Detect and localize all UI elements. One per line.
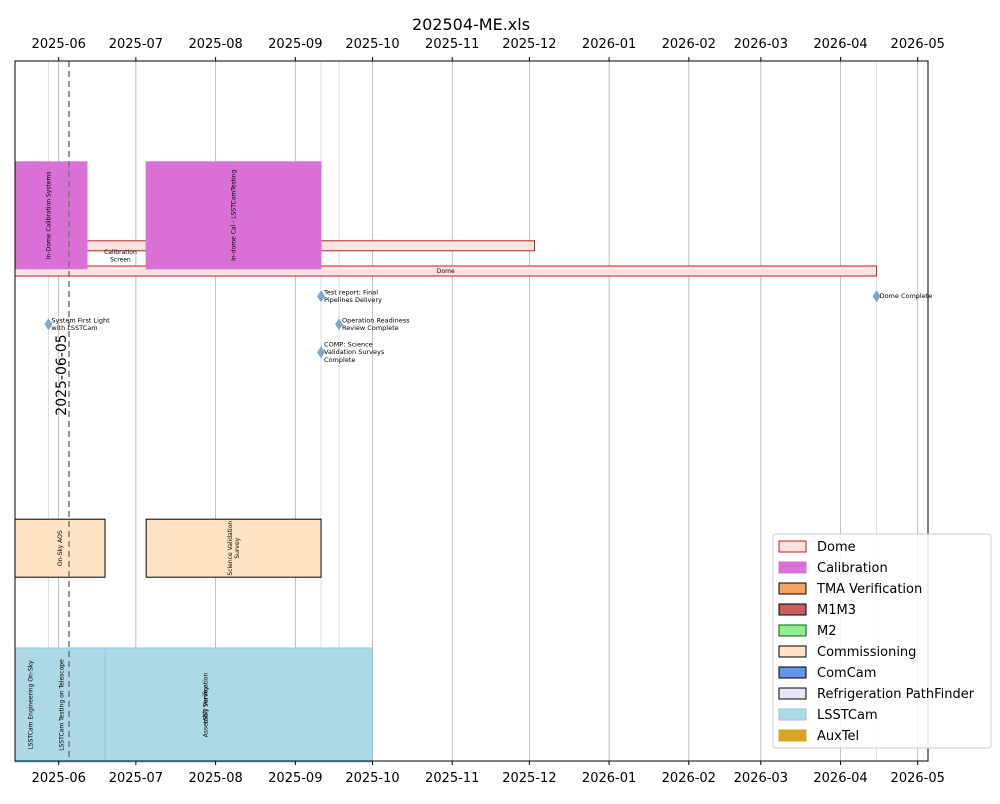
milestone-label-2: Operation Readiness Review Complete	[342, 316, 410, 332]
legend-swatch-9	[778, 729, 807, 742]
tick-label-top-11: 2026-05	[891, 37, 945, 52]
legend-swatch-7	[778, 687, 807, 700]
task-bar-4	[145, 161, 322, 270]
legend-label-4: M2	[817, 624, 837, 639]
legend-swatch-0	[778, 540, 807, 553]
legend-label-7: Refrigeration PathFinder	[817, 687, 975, 702]
task-label-3: In-Dome Calibration Systems	[45, 172, 52, 260]
task-label-6: Science ValidationSurvey	[227, 521, 241, 576]
tick-label-top-2: 2025-08	[188, 37, 242, 52]
axes-layer: 2025-06 2025-06 2025-07 2025-07 2025-08 2025-…	[14, 37, 945, 786]
tick-label-bottom-11: 2026-05	[891, 771, 945, 786]
chart-title: 202504-ME.xls	[412, 15, 530, 34]
legend-swatch-2	[778, 582, 807, 595]
task-bar-7	[14, 647, 106, 763]
task-label-0: Dome	[437, 268, 455, 275]
legend-label-5: Commissioning	[817, 645, 916, 660]
tick-label-top-1: 2025-07	[109, 37, 163, 52]
tick-label-top-10: 2026-04	[813, 37, 867, 52]
legend-label-8: LSSTCam	[817, 708, 878, 723]
plot-frame	[14, 60, 929, 762]
tick-label-top-7: 2026-01	[582, 37, 636, 52]
tick-label-bottom-9: 2026-03	[734, 771, 788, 786]
task-label-9: Assembly Verification	[202, 673, 209, 738]
task-bar-6	[145, 518, 322, 578]
task-label-10: LSST Survey	[202, 686, 209, 724]
legend-swatch-5	[778, 645, 807, 658]
milestone-label-0: System First Light with LSSTCam	[51, 316, 110, 332]
task-label-5: On-Sky AOS	[57, 530, 64, 566]
tick-label-bottom-5: 2025-11	[425, 771, 479, 786]
tick-label-top-9: 2026-03	[734, 37, 788, 52]
tick-label-bottom-1: 2025-07	[109, 771, 163, 786]
milestone-layer: 2025-06-05 System First Light with LSSTCam…	[44, 61, 932, 761]
tick-label-top-0: 2025-06	[32, 37, 86, 52]
tick-label-top-8: 2026-02	[662, 37, 716, 52]
task-label-7: LSSTCam Engineering On-Sky	[27, 660, 34, 750]
tick-label-bottom-4: 2025-10	[345, 771, 399, 786]
tick-label-top-3: 2025-09	[268, 37, 322, 52]
legend-swatch-6	[778, 666, 807, 679]
milestone-marker-1	[317, 346, 326, 359]
milestone-label-4: Dome Complete	[880, 292, 933, 300]
tick-label-top-5: 2025-11	[425, 37, 479, 52]
milestone-marker-4	[872, 290, 881, 303]
tick-label-bottom-6: 2025-12	[502, 771, 556, 786]
task-label-4: In-dome Cal - LSSTCamTesting	[231, 169, 238, 260]
legend-swatch-1	[778, 561, 807, 574]
tick-label-bottom-8: 2026-02	[662, 771, 716, 786]
legend-label-9: AuxTel	[817, 729, 859, 744]
task-label-8: LSSTCam Testing on Telescope	[58, 659, 65, 751]
legend-label-1: Calibration	[817, 561, 888, 576]
legend-swatch-8	[778, 708, 807, 721]
today-marker-label: 2025-06-05	[54, 334, 70, 415]
milestone-label-1: COMP: Science Validation Surveys Complete	[324, 340, 385, 364]
tick-label-top-6: 2025-12	[502, 37, 556, 52]
legend-box	[772, 533, 992, 749]
bars-layer: DomeLight WindscreenCalibrationScreenIn-…	[14, 161, 878, 763]
tick-label-top-4: 2025-10	[345, 37, 399, 52]
legend-label-6: ComCam	[817, 666, 876, 681]
milestone-marker-3	[317, 290, 326, 303]
tick-label-bottom-10: 2026-04	[813, 771, 867, 786]
task-bar-5	[14, 518, 106, 578]
legend-label-2: TMA Verification	[816, 582, 922, 597]
tick-label-bottom-0: 2025-06	[32, 771, 86, 786]
tick-label-bottom-3: 2025-09	[268, 771, 322, 786]
milestone-marker-2	[335, 318, 344, 331]
legend: Dome Calibration TMA Verification M1M3 M2 Com…	[772, 533, 992, 749]
legend-swatch-4	[778, 624, 807, 637]
tick-label-bottom-2: 2025-08	[188, 771, 242, 786]
milestone-marker-0	[44, 318, 53, 331]
task-label-2: Calibration Screen	[104, 249, 137, 263]
task-bar-3	[14, 161, 88, 270]
legend-swatch-3	[778, 603, 807, 616]
legend-label-3: M1M3	[817, 603, 856, 618]
milestone-label-3: Test report: Final Pipelines Delivery	[323, 288, 382, 304]
task-bar-9	[104, 647, 373, 763]
tick-label-bottom-7: 2026-01	[582, 771, 636, 786]
legend-label-0: Dome	[817, 540, 856, 555]
